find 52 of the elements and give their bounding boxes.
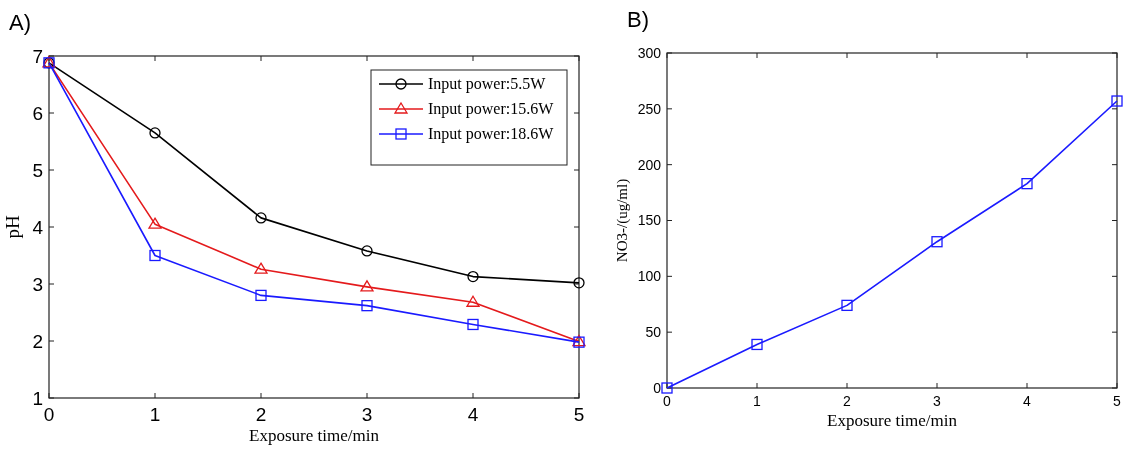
point <box>467 270 479 283</box>
point <box>751 338 763 351</box>
y-tick-label: 3 <box>32 273 43 295</box>
legend-label: Input power:5.5W <box>428 75 547 93</box>
y-tick-label: 50 <box>645 324 662 341</box>
x-tick-label: 1 <box>149 404 161 425</box>
point <box>841 299 853 312</box>
y-tick-label: 4 <box>32 216 44 238</box>
point <box>254 262 268 274</box>
point <box>661 382 673 394</box>
x-tick-label: 3 <box>361 404 373 425</box>
x-tick-label: 3 <box>933 393 942 409</box>
point <box>360 280 374 292</box>
chart-title: A) <box>9 10 31 35</box>
y-tick-label: 150 <box>637 212 662 229</box>
point <box>255 212 267 224</box>
y-tick-label: 100 <box>637 268 662 285</box>
y-tick-label: 200 <box>637 156 662 173</box>
y-tick-label: 6 <box>32 102 43 124</box>
y-tick-label: 300 <box>637 44 662 61</box>
y-tick-label: 250 <box>637 100 662 117</box>
point <box>466 295 480 307</box>
y-tick-label: 7 <box>32 45 43 67</box>
x-axis-title: Exposure time/min <box>827 411 958 430</box>
point <box>1111 95 1123 107</box>
x-tick-label: 2 <box>255 404 267 425</box>
y-axis-title: NO3-/(ug/ml) <box>614 178 631 263</box>
point <box>361 300 373 312</box>
point <box>1021 178 1033 190</box>
y-tick-label: 2 <box>32 330 43 352</box>
y-tick-label: 0 <box>653 379 662 396</box>
point <box>148 217 162 229</box>
point <box>149 127 161 139</box>
point <box>467 318 479 331</box>
x-tick-label: 1 <box>753 393 762 409</box>
legend-label: Input power:15.6W <box>428 100 555 118</box>
point <box>931 236 943 248</box>
x-tick-label: 0 <box>663 393 672 409</box>
y-tick-label: 5 <box>32 159 43 181</box>
x-tick-label: 4 <box>1023 393 1032 409</box>
x-tick-label: 5 <box>573 404 585 425</box>
point <box>255 289 267 302</box>
y-axis-title: pH <box>2 215 23 239</box>
x-tick-label: 4 <box>467 404 479 425</box>
point <box>573 277 585 289</box>
point <box>361 245 373 257</box>
x-tick-label: 2 <box>843 393 852 409</box>
chart-title: B) <box>627 7 649 32</box>
x-axis-title: Exposure time/min <box>249 426 380 445</box>
point <box>149 249 161 262</box>
x-tick-label: 5 <box>1113 393 1122 409</box>
legend-label: Input power:18.6W <box>428 125 555 143</box>
